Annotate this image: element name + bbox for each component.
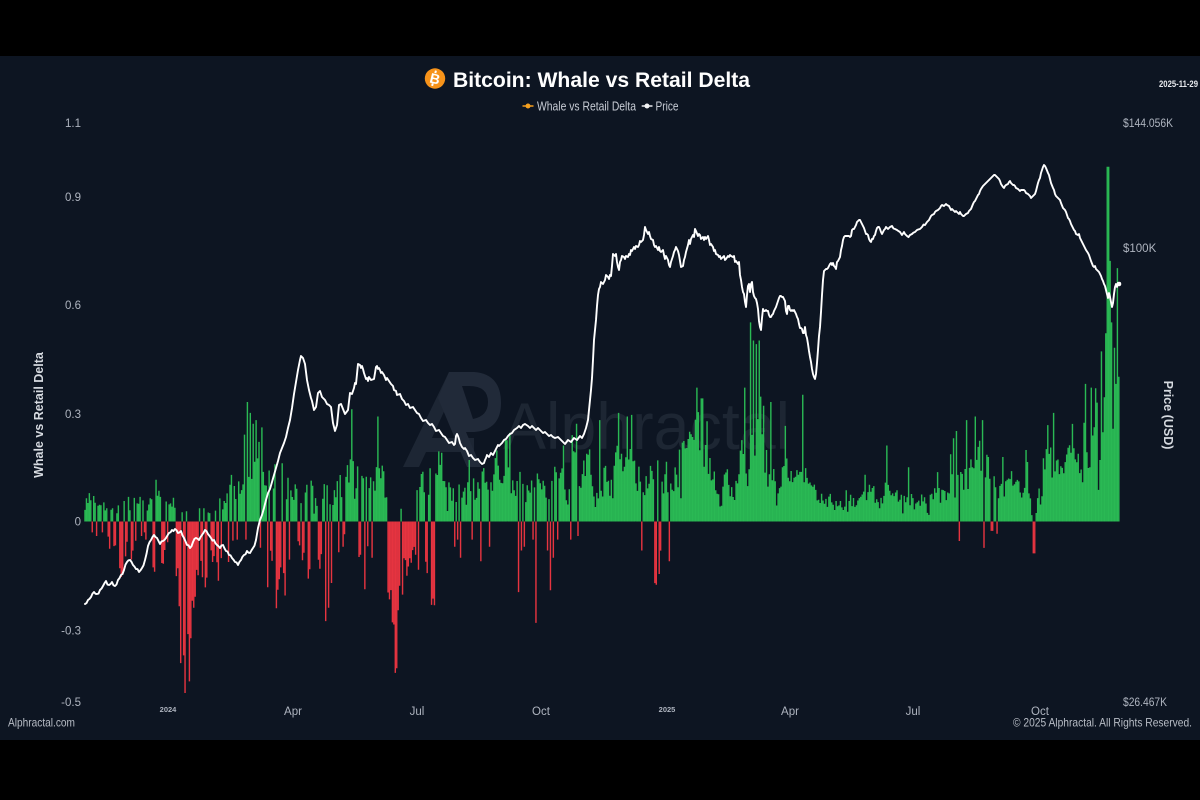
svg-text:Bitcoin: Whale vs Retail Delta: Bitcoin: Whale vs Retail Delta bbox=[453, 68, 751, 92]
svg-text:Whale vs Retail Delta: Whale vs Retail Delta bbox=[537, 100, 636, 114]
svg-text:0.3: 0.3 bbox=[65, 409, 81, 421]
svg-text:Whale vs Retail Delta: Whale vs Retail Delta bbox=[32, 351, 46, 478]
svg-text:Oct: Oct bbox=[532, 706, 551, 718]
svg-text:$100K: $100K bbox=[1123, 243, 1157, 255]
svg-text:2024: 2024 bbox=[160, 705, 178, 714]
svg-text:$26.467K: $26.467K bbox=[1123, 697, 1167, 709]
svg-text:Alphractal.com: Alphractal.com bbox=[8, 716, 75, 730]
svg-text:Jul: Jul bbox=[410, 706, 425, 718]
svg-text:Price: Price bbox=[656, 100, 679, 114]
svg-text:0: 0 bbox=[75, 517, 81, 529]
svg-text:Price (USD): Price (USD) bbox=[1161, 381, 1175, 450]
svg-text:Apr: Apr bbox=[284, 706, 302, 718]
svg-text:Jul: Jul bbox=[906, 706, 921, 718]
svg-text:© 2025 Alphractal. All Rights: © 2025 Alphractal. All Rights Reserved. bbox=[1013, 716, 1192, 730]
svg-text:0.9: 0.9 bbox=[65, 192, 81, 204]
svg-text:$144.056K: $144.056K bbox=[1123, 118, 1173, 130]
svg-text:Apr: Apr bbox=[781, 706, 799, 718]
svg-text:Oct: Oct bbox=[1031, 706, 1050, 718]
svg-text:-0.3: -0.3 bbox=[61, 626, 81, 638]
svg-text:2025: 2025 bbox=[659, 705, 676, 714]
svg-text:1.1: 1.1 bbox=[65, 118, 81, 130]
svg-text:B: B bbox=[428, 70, 442, 88]
svg-text:0.6: 0.6 bbox=[65, 300, 81, 312]
svg-text:Alphractal: Alphractal bbox=[503, 389, 790, 463]
svg-text:-0.5: -0.5 bbox=[61, 697, 81, 709]
svg-text:2025-11-29: 2025-11-29 bbox=[1159, 79, 1198, 90]
